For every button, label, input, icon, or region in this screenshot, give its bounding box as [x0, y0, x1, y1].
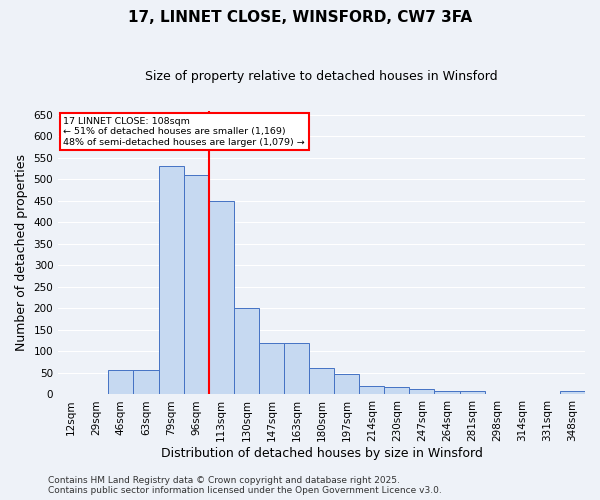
Bar	[109, 370, 133, 394]
Title: Size of property relative to detached houses in Winsford: Size of property relative to detached ho…	[145, 70, 498, 83]
X-axis label: Distribution of detached houses by size in Winsford: Distribution of detached houses by size …	[161, 447, 482, 460]
Bar	[460, 391, 485, 394]
Y-axis label: Number of detached properties: Number of detached properties	[15, 154, 28, 351]
Bar	[560, 391, 585, 394]
Bar	[409, 390, 434, 394]
Bar	[284, 343, 309, 394]
Bar	[234, 308, 259, 394]
Bar	[385, 386, 409, 394]
Bar	[359, 386, 385, 394]
Bar	[209, 201, 234, 394]
Bar	[309, 368, 334, 394]
Bar	[334, 374, 359, 394]
Bar	[434, 391, 460, 394]
Text: 17 LINNET CLOSE: 108sqm
← 51% of detached houses are smaller (1,169)
48% of semi: 17 LINNET CLOSE: 108sqm ← 51% of detache…	[64, 117, 305, 146]
Text: Contains HM Land Registry data © Crown copyright and database right 2025.
Contai: Contains HM Land Registry data © Crown c…	[48, 476, 442, 495]
Text: 17, LINNET CLOSE, WINSFORD, CW7 3FA: 17, LINNET CLOSE, WINSFORD, CW7 3FA	[128, 10, 472, 25]
Bar	[158, 166, 184, 394]
Bar	[184, 175, 209, 394]
Bar	[259, 343, 284, 394]
Bar	[133, 370, 158, 394]
